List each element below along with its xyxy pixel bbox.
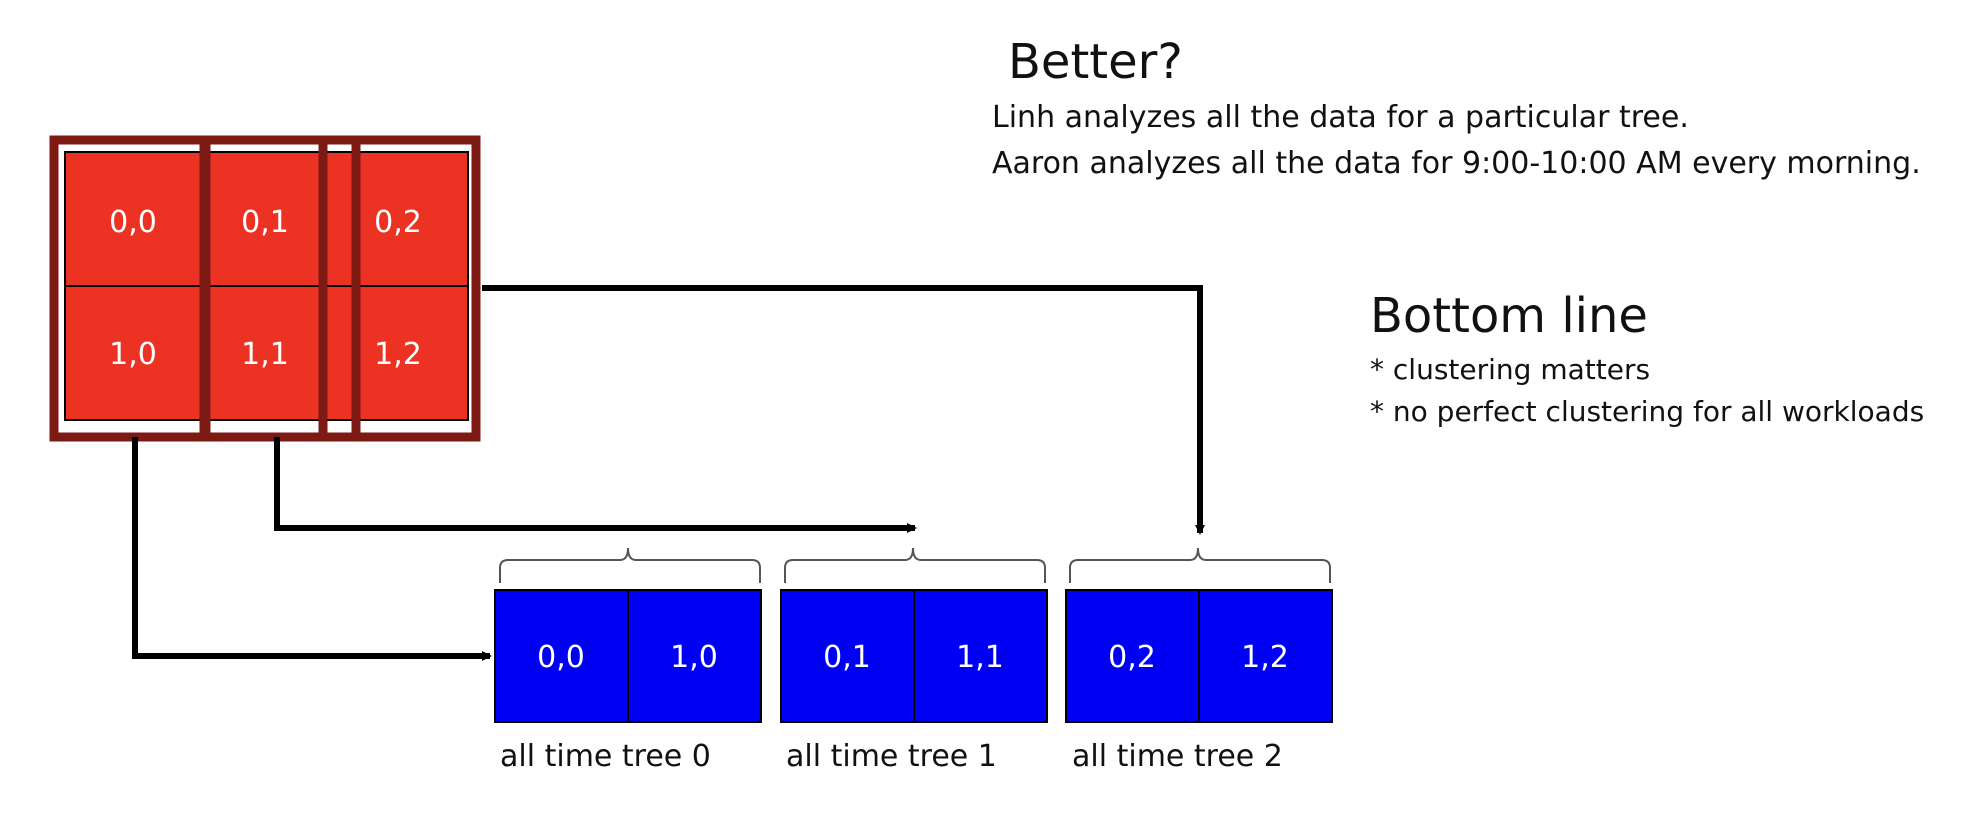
source-grid: 0,0 0,1 0,2 1,0 1,1 1,2 [49, 135, 481, 442]
braces [499, 547, 1331, 583]
block-2-cell-1: 1,2 [1241, 640, 1289, 675]
better-line-aaron: Aaron analyzes all the data for 9:00-10:… [992, 146, 1921, 181]
bottom-line-title: Bottom line [1370, 288, 1648, 344]
source-cell-1-1: 1,1 [241, 337, 289, 372]
block-caption-tree-1: all time tree 1 [786, 739, 997, 774]
block-cell [627, 589, 762, 723]
column-outline-tree-2 [318, 135, 481, 442]
block-tree-1: 0,1 1,1 [780, 589, 1048, 723]
block-cell [1065, 589, 1200, 723]
brace-tree-1 [784, 547, 1046, 583]
source-cell-1-0: 1,0 [109, 337, 157, 372]
block-2-cell-0: 0,2 [1108, 640, 1156, 675]
bottom-line-bullet-2: * no perfect clustering for all workload… [1370, 395, 1925, 428]
block-cell [780, 589, 915, 723]
block-cell [913, 589, 1048, 723]
brace-tree-2 [1069, 547, 1331, 583]
better-line-linh: Linh analyzes all the data for a particu… [992, 100, 1689, 135]
source-cell-1-2: 1,2 [374, 337, 422, 372]
source-cell-0-1: 0,1 [241, 205, 289, 240]
block-0-cell-1: 1,0 [670, 640, 718, 675]
source-cell-0-0: 0,0 [109, 205, 157, 240]
column-outline-tree-1 [201, 135, 361, 442]
block-caption-tree-0: all time tree 0 [500, 739, 711, 774]
block-1-cell-1: 1,1 [956, 640, 1004, 675]
block-caption-tree-2: all time tree 2 [1072, 739, 1283, 774]
better-title: Better? [1008, 34, 1183, 90]
block-cell [494, 589, 629, 723]
arrow-tree-1 [274, 437, 917, 533]
block-cell [1198, 589, 1333, 723]
source-cell-0-2: 0,2 [374, 205, 422, 240]
block-tree-0: 0,0 1,0 [494, 589, 762, 723]
bottom-line-bullet-1: * clustering matters [1370, 353, 1651, 386]
block-tree-2: 0,2 1,2 [1065, 589, 1333, 723]
brace-tree-0 [499, 547, 761, 583]
block-0-cell-0: 0,0 [537, 640, 585, 675]
arrows [132, 285, 1205, 661]
arrow-tree-2 [482, 285, 1205, 535]
arrow-tree-0 [132, 437, 492, 661]
block-1-cell-0: 0,1 [823, 640, 871, 675]
